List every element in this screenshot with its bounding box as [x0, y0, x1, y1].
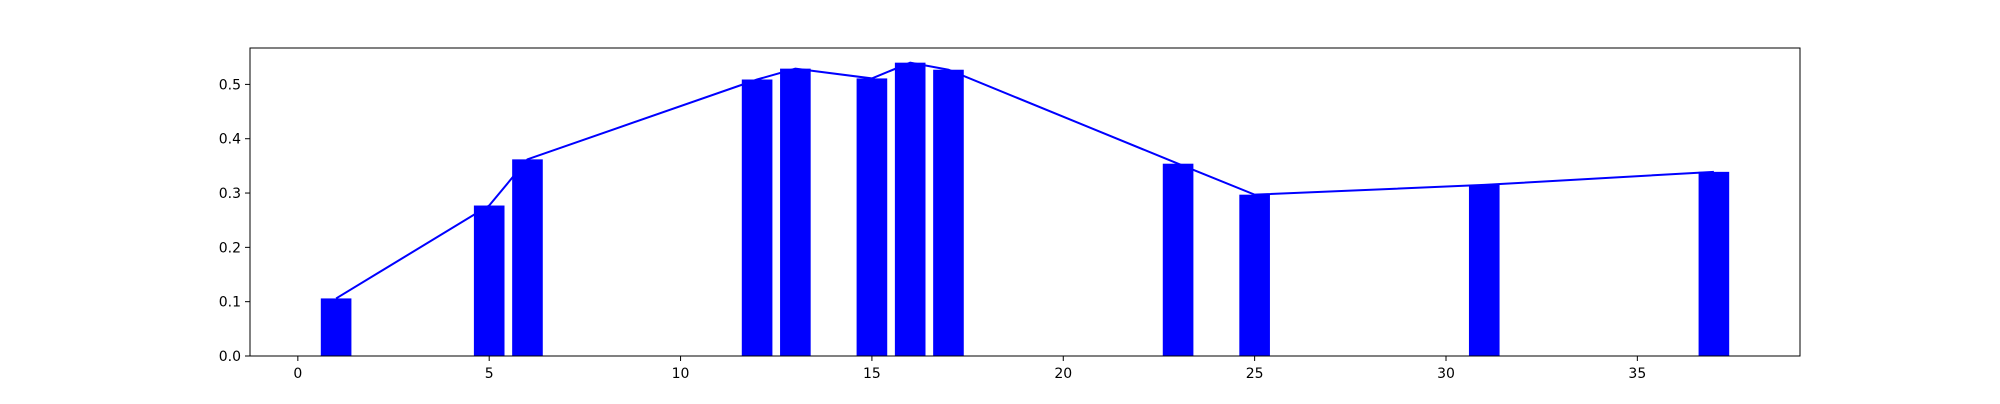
trend-line-group	[335, 61, 1714, 300]
bar-37	[1698, 171, 1730, 356]
bar-25	[1239, 194, 1270, 356]
bars-group	[320, 62, 1730, 357]
bar-23	[1162, 163, 1194, 356]
y-tick-label-0.4: 0.4	[219, 132, 241, 148]
x-tick-label-5: 5	[485, 366, 494, 382]
bar-15	[856, 78, 888, 357]
axes-frame	[249, 47, 1801, 357]
x-tick-label-25: 25	[1246, 366, 1264, 382]
trend-line	[335, 61, 1714, 300]
y-tick-label-0.1: 0.1	[219, 295, 241, 311]
x-tick-label-35: 35	[1628, 366, 1646, 382]
y-axis-ticks: 0.0 0.1 0.2 0.3 0.4 0.5	[219, 77, 250, 365]
x-tick-label-10: 10	[672, 366, 690, 382]
bar-6	[512, 159, 543, 356]
x-tick-label-15: 15	[863, 366, 881, 382]
bar-31	[1468, 184, 1500, 356]
bar-12	[741, 79, 773, 356]
x-axis-ticks: 0 5 10 15 20 25 30 35	[293, 356, 1646, 382]
y-tick-label-0.2: 0.2	[219, 240, 241, 256]
bar-16	[894, 62, 926, 357]
x-tick-label-30: 30	[1437, 366, 1455, 382]
bar-17	[933, 69, 964, 356]
y-tick-label-0.3: 0.3	[219, 186, 241, 202]
y-tick-label-0.5: 0.5	[219, 77, 241, 93]
bar-5	[473, 205, 505, 356]
bar-1	[320, 298, 352, 356]
x-tick-label-0: 0	[293, 366, 302, 382]
x-tick-label-20: 20	[1054, 366, 1072, 382]
y-tick-label-0.0: 0.0	[219, 349, 241, 365]
bar-13	[780, 68, 811, 356]
